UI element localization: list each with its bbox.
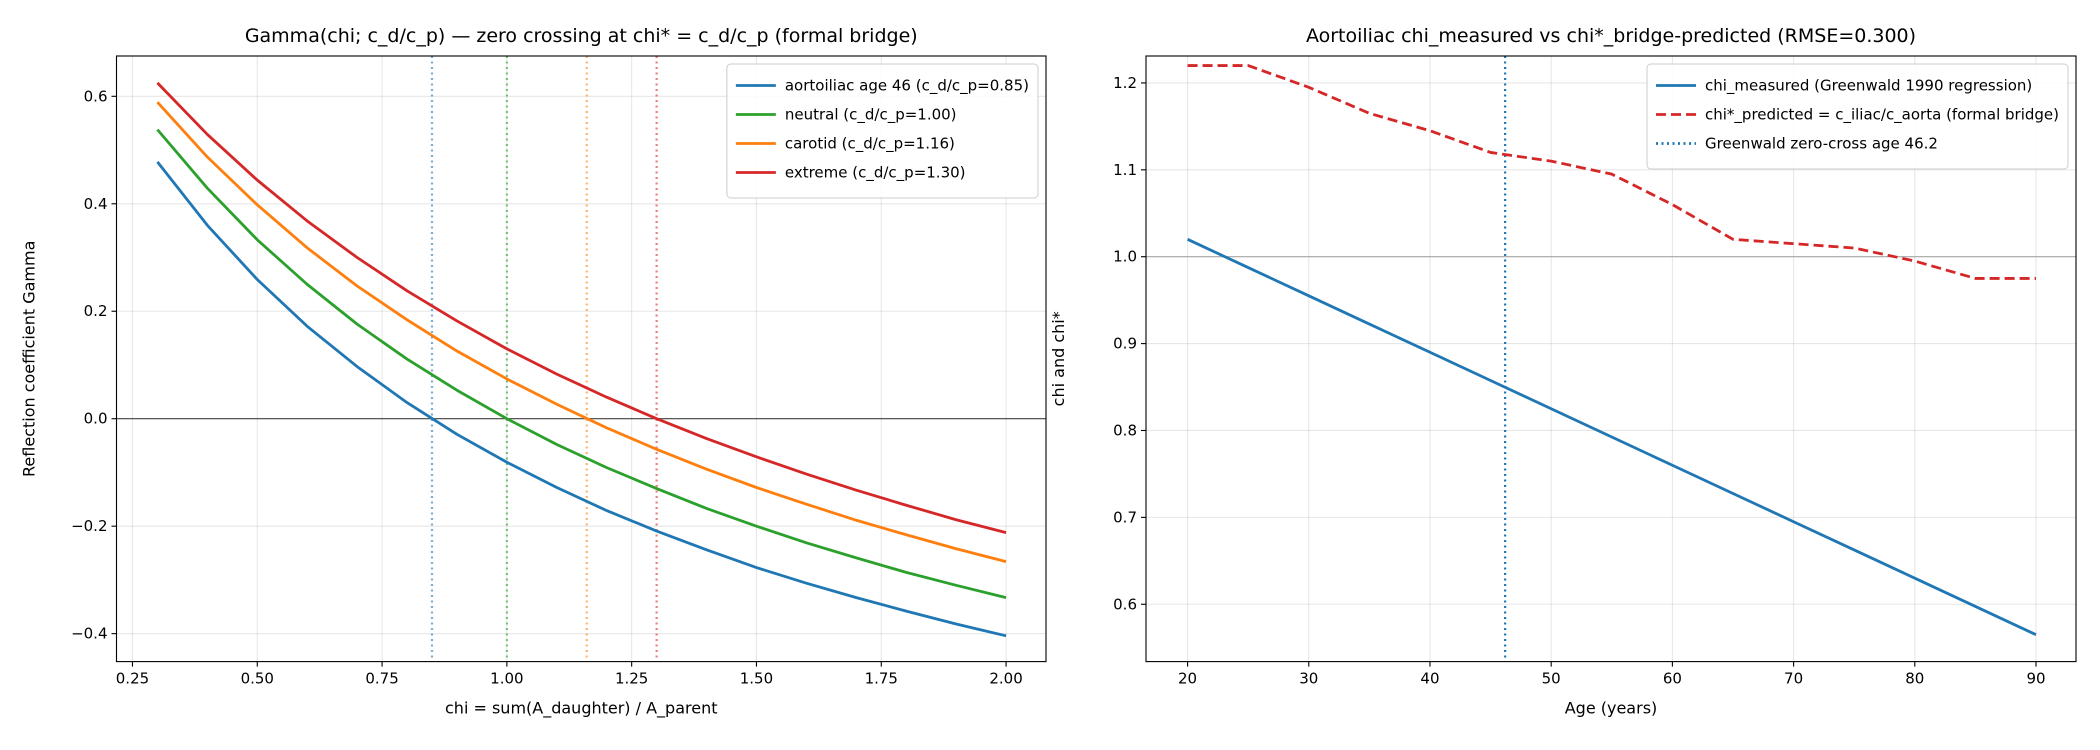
axes-frame xyxy=(1145,55,2077,663)
x-tick-label: 60 xyxy=(1663,670,1682,688)
legend: chi_measured (Greenwald 1990 regression)… xyxy=(1646,63,2069,170)
y-tick-label: 0.8 xyxy=(1113,421,1137,439)
x-tick-label: 0.50 xyxy=(241,670,274,688)
x-tick-label: 0.25 xyxy=(116,670,149,688)
legend-label: carotid (c_d/c_p=1.16) xyxy=(785,135,955,154)
legend-frame xyxy=(726,63,1039,199)
x-tick-label: 90 xyxy=(2026,670,2045,688)
legend-frame xyxy=(1646,63,2069,170)
x-tick-label: 1.25 xyxy=(615,670,648,688)
x-tick-label: 2.00 xyxy=(989,670,1022,688)
series-line xyxy=(1186,238,2037,636)
plot-content xyxy=(116,56,1046,662)
y-tick-label: 0.6 xyxy=(1113,595,1137,613)
y-tick-label: 0.0 xyxy=(84,410,108,428)
legend: aortoiliac age 46 (c_d/c_p=0.85)neutral … xyxy=(726,63,1039,199)
y-tick-label: 1.1 xyxy=(1113,161,1137,179)
chart-title: Aortoiliac chi_measured vs chi*_bridge-p… xyxy=(1306,25,1916,47)
x-tick-label: 1.00 xyxy=(490,670,523,688)
y-tick-label: −0.2 xyxy=(71,517,107,535)
x-axis-label: chi = sum(A_daughter) / A_parent xyxy=(445,699,718,719)
axes-frame xyxy=(115,55,1047,663)
legend-label: Greenwald zero-cross age 46.2 xyxy=(1705,135,1938,153)
x-tick-label: 70 xyxy=(1784,670,1803,688)
legend-label: extreme (c_d/c_p=1.30) xyxy=(785,164,966,183)
x-tick-label: 50 xyxy=(1542,670,1561,688)
series-line xyxy=(156,81,1007,534)
y-tick-label: 0.9 xyxy=(1113,335,1137,353)
y-tick-label: 0.2 xyxy=(84,302,108,320)
legend-label: neutral (c_d/c_p=1.00) xyxy=(785,106,957,125)
x-tick-label: 30 xyxy=(1299,670,1318,688)
x-axis-label: Age (years) xyxy=(1565,699,1658,718)
legend-label: aortoiliac age 46 (c_d/c_p=0.85) xyxy=(785,77,1029,96)
x-tick-label: 0.75 xyxy=(365,670,398,688)
series-line xyxy=(156,101,1007,564)
chart-title: Gamma(chi; c_d/c_p) — zero crossing at c… xyxy=(245,25,918,47)
series-line xyxy=(1187,64,2036,280)
y-tick-label: 0.7 xyxy=(1113,508,1137,526)
x-tick-label: 40 xyxy=(1420,670,1439,688)
series-line xyxy=(156,128,1007,600)
x-tick-label: 1.50 xyxy=(740,670,773,688)
y-tick-label: 0.4 xyxy=(84,195,108,213)
plot-content xyxy=(1146,56,2076,662)
y-tick-label: 1.0 xyxy=(1113,248,1137,266)
y-tick-label: −0.4 xyxy=(71,625,107,643)
y-axis-label: Reflection coefficient Gamma xyxy=(20,241,39,477)
y-tick-label: 1.2 xyxy=(1113,74,1137,92)
y-axis-label: chi and chi* xyxy=(1049,311,1068,406)
legend-label: chi_measured (Greenwald 1990 regression) xyxy=(1705,77,2032,96)
x-tick-label: 80 xyxy=(1905,670,1924,688)
legend-label: chi*_predicted = c_iliac/c_aorta (formal… xyxy=(1705,106,2059,125)
series-line xyxy=(156,160,1007,638)
x-tick-label: 20 xyxy=(1178,670,1197,688)
x-tick-label: 1.75 xyxy=(865,670,898,688)
y-tick-label: 0.6 xyxy=(84,87,108,105)
